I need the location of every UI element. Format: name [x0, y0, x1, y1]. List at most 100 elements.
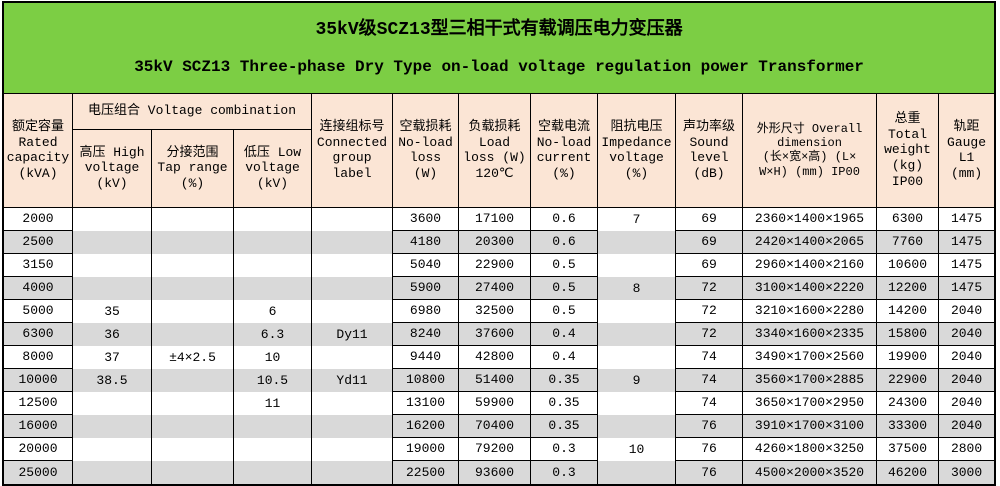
cell-low-voltage	[234, 437, 312, 461]
col-header-sound-level: 声功率级 Sound level (dB)	[676, 93, 743, 208]
cell-no-load-loss: 13100	[393, 391, 459, 415]
col-header-overall-dimension: 外形尺寸 Overall dimension (长×宽×高) (L× W×H) …	[743, 93, 877, 208]
cell-capacity: 10000	[4, 368, 73, 392]
title-row: 35kV级SCZ13型三相干式有载调压电力变压器 35kV SCZ13 Thre…	[4, 3, 995, 94]
table-row-20000: 20000 19000 79200 0.3 10 76 4260×1800×3250 3750…	[4, 437, 995, 461]
cell-tap-range	[152, 391, 234, 415]
cell-weight: 19900	[877, 345, 939, 369]
cell-gauge: 1475	[939, 230, 995, 254]
table-row-6300: 6300 36 6.3 Dy11 8240 37600 0.4 72 3340×1600×233…	[4, 322, 995, 346]
cell-no-load-current: 0.6	[531, 207, 598, 231]
cell-capacity: 20000	[4, 437, 73, 461]
title-chinese: 35kV级SCZ13型三相干式有载调压电力变压器	[315, 19, 683, 40]
table-row-3150: 3150 5040 22900 0.5 69 2960×1400×2160 10600 147…	[4, 253, 995, 277]
cell-high-voltage	[73, 414, 152, 438]
cell-low-voltage	[234, 414, 312, 438]
cell-tap-range	[152, 460, 234, 484]
cell-load-loss: 17100	[459, 207, 531, 231]
cell-no-load-current: 0.3	[531, 437, 598, 461]
cell-load-loss: 37600	[459, 322, 531, 346]
cell-weight: 46200	[877, 460, 939, 484]
col-header-load-loss: 负载损耗 Load loss (W) 120℃	[459, 93, 531, 208]
cell-dimension: 3100×1400×2220	[743, 276, 877, 300]
cell-sound-level: 69	[676, 230, 743, 254]
cell-high-voltage	[73, 207, 152, 231]
cell-connection	[312, 460, 393, 484]
cell-gauge: 2040	[939, 345, 995, 369]
table-row-25000: 25000 22500 93600 0.3 76 4500×2000×3520 46200 3…	[4, 460, 995, 484]
cell-no-load-current: 0.6	[531, 230, 598, 254]
cell-no-load-current: 0.4	[531, 322, 598, 346]
cell-low-voltage: 6.3	[234, 322, 312, 346]
cell-tap-range	[152, 253, 234, 277]
cell-load-loss: 20300	[459, 230, 531, 254]
cell-impedance-voltage: 8	[598, 276, 676, 300]
col-header-gauge: 轨距 Gauge L1 (mm)	[939, 93, 995, 208]
cell-low-voltage	[234, 276, 312, 300]
cell-weight: 10600	[877, 253, 939, 277]
cell-gauge: 1475	[939, 253, 995, 277]
cell-sound-level: 76	[676, 460, 743, 484]
cell-capacity: 5000	[4, 299, 73, 323]
cell-gauge: 2040	[939, 299, 995, 323]
cell-impedance-voltage: 10	[598, 437, 676, 461]
cell-low-voltage: 10.5	[234, 368, 312, 392]
cell-capacity: 12500	[4, 391, 73, 415]
cell-tap-range	[152, 368, 234, 392]
cell-sound-level: 72	[676, 276, 743, 300]
cell-impedance-voltage	[598, 253, 676, 277]
cell-high-voltage	[73, 230, 152, 254]
cell-capacity: 25000	[4, 460, 73, 484]
cell-impedance-voltage: 9	[598, 368, 676, 392]
table-row-4000: 4000 5900 27400 0.5 8 72 3100×1400×2220 12200 14…	[4, 276, 995, 300]
cell-low-voltage: 11	[234, 391, 312, 415]
cell-gauge: 1475	[939, 276, 995, 300]
table-row-5000: 5000 35 6 6980 32500 0.5 72 3210×1600×2280 14200…	[4, 299, 995, 323]
col-header-no-load-current: 空载电流 No-load current (%)	[531, 93, 598, 208]
table-row-10000: 10000 38.5 10.5 Yd11 10800 51400 0.35 9 74 3560×1…	[4, 368, 995, 392]
cell-gauge: 2040	[939, 322, 995, 346]
col-header-no-load-loss: 空载损耗 No-load loss (W)	[393, 93, 459, 208]
cell-no-load-loss: 5040	[393, 253, 459, 277]
cell-sound-level: 74	[676, 368, 743, 392]
cell-weight: 12200	[877, 276, 939, 300]
cell-capacity: 4000	[4, 276, 73, 300]
cell-dimension: 3490×1700×2560	[743, 345, 877, 369]
cell-connection	[312, 414, 393, 438]
cell-no-load-current: 0.35	[531, 414, 598, 438]
cell-gauge: 2040	[939, 368, 995, 392]
cell-weight: 33300	[877, 414, 939, 438]
cell-impedance-voltage	[598, 414, 676, 438]
cell-dimension: 3210×1600×2280	[743, 299, 877, 323]
cell-high-voltage: 37	[73, 345, 152, 369]
cell-sound-level: 72	[676, 299, 743, 323]
cell-dimension: 3560×1700×2885	[743, 368, 877, 392]
cell-no-load-loss: 5900	[393, 276, 459, 300]
cell-sound-level: 72	[676, 322, 743, 346]
cell-connection: Dy11	[312, 322, 393, 346]
cell-sound-level: 74	[676, 391, 743, 415]
cell-no-load-loss: 4180	[393, 230, 459, 254]
table-body: 2000 3600 17100 0.6 7 69 2360×1400×1965 6300 147…	[4, 207, 995, 484]
cell-connection	[312, 345, 393, 369]
cell-dimension: 4260×1800×3250	[743, 437, 877, 461]
cell-no-load-loss: 16200	[393, 414, 459, 438]
cell-high-voltage	[73, 276, 152, 300]
cell-sound-level: 74	[676, 345, 743, 369]
cell-capacity: 2500	[4, 230, 73, 254]
cell-low-voltage: 10	[234, 345, 312, 369]
cell-dimension: 3650×1700×2950	[743, 391, 877, 415]
cell-capacity: 8000	[4, 345, 73, 369]
cell-no-load-loss: 8240	[393, 322, 459, 346]
cell-load-loss: 59900	[459, 391, 531, 415]
cell-impedance-voltage: 7	[598, 207, 676, 231]
col-header-impedance-voltage: 阻抗电压 Impedance voltage (%)	[598, 93, 676, 208]
cell-weight: 14200	[877, 299, 939, 323]
cell-dimension: 2360×1400×1965	[743, 207, 877, 231]
header-row-sub: 高压 High voltage (kV) 分接范围 Tap range (%) …	[4, 129, 994, 208]
cell-no-load-loss: 6980	[393, 299, 459, 323]
cell-tap-range	[152, 414, 234, 438]
cell-connection	[312, 391, 393, 415]
